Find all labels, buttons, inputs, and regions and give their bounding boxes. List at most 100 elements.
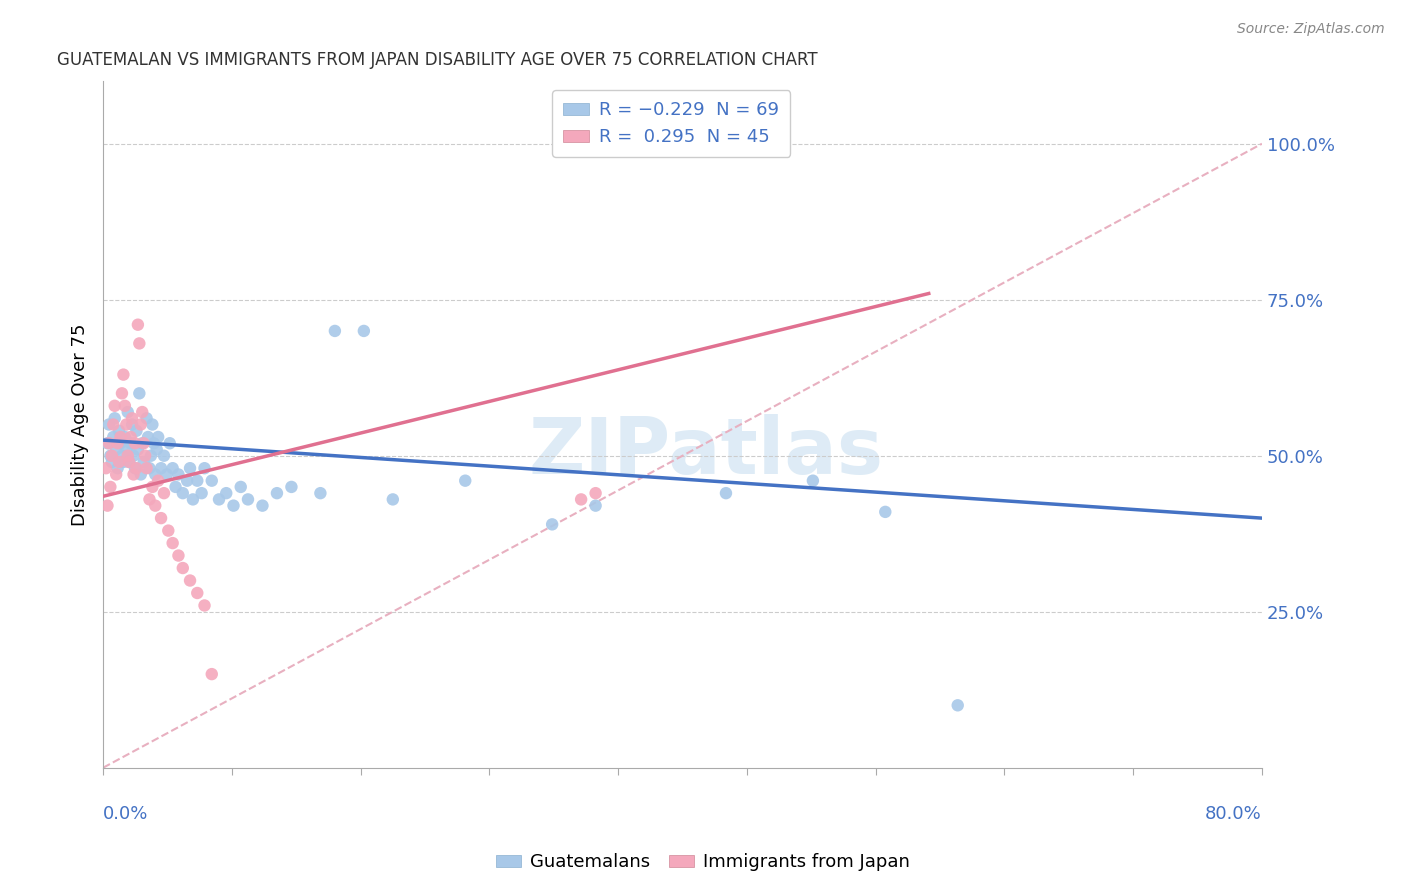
Point: [118, 455, 141, 469]
Point: [190, 486, 212, 500]
Point: [541, 517, 564, 532]
Point: [96, 436, 118, 450]
Point: [193, 461, 215, 475]
Legend: R = −0.229  N = 69, R =  0.295  N = 45: R = −0.229 N = 69, R = 0.295 N = 45: [553, 90, 790, 157]
Point: [114, 399, 136, 413]
Point: [112, 368, 135, 382]
Point: [215, 486, 238, 500]
Point: [801, 474, 824, 488]
Point: [121, 417, 143, 432]
Point: [159, 436, 181, 450]
Point: [97, 436, 120, 450]
Point: [100, 449, 122, 463]
Point: [111, 386, 134, 401]
Text: GUATEMALAN VS IMMIGRANTS FROM JAPAN DISABILITY AGE OVER 75 CORRELATION CHART: GUATEMALAN VS IMMIGRANTS FROM JAPAN DISA…: [56, 51, 817, 69]
Point: [134, 449, 156, 463]
Point: [111, 449, 134, 463]
Point: [122, 449, 145, 463]
Point: [128, 336, 150, 351]
Point: [131, 405, 153, 419]
Point: [135, 411, 157, 425]
Point: [110, 430, 132, 444]
Point: [162, 536, 184, 550]
Point: [129, 417, 152, 432]
Point: [143, 467, 166, 482]
Point: [115, 442, 138, 457]
Point: [585, 499, 607, 513]
Point: [229, 480, 252, 494]
Point: [146, 430, 169, 444]
Point: [97, 417, 120, 432]
Point: [100, 480, 122, 494]
Point: [172, 486, 194, 500]
Point: [132, 436, 155, 450]
Point: [108, 424, 131, 438]
Point: [112, 455, 135, 469]
Point: [179, 461, 201, 475]
Point: [353, 324, 375, 338]
Point: [153, 486, 176, 500]
Text: Source: ZipAtlas.com: Source: ZipAtlas.com: [1237, 22, 1385, 37]
Point: [153, 449, 176, 463]
Point: [252, 499, 274, 513]
Point: [193, 599, 215, 613]
Point: [186, 474, 208, 488]
Point: [186, 586, 208, 600]
Point: [585, 486, 607, 500]
Point: [280, 480, 302, 494]
Point: [124, 461, 146, 475]
Point: [454, 474, 477, 488]
Point: [117, 449, 139, 463]
Point: [117, 405, 139, 419]
Text: 80.0%: 80.0%: [1205, 805, 1263, 823]
Point: [127, 442, 149, 457]
Point: [103, 417, 125, 432]
Point: [236, 492, 259, 507]
Point: [132, 455, 155, 469]
Point: [157, 524, 180, 538]
Point: [101, 455, 124, 469]
Point: [309, 486, 332, 500]
Point: [176, 474, 198, 488]
Point: [129, 467, 152, 482]
Point: [96, 499, 118, 513]
Point: [266, 486, 288, 500]
Point: [136, 430, 159, 444]
Point: [165, 480, 187, 494]
Legend: Guatemalans, Immigrants from Japan: Guatemalans, Immigrants from Japan: [489, 847, 917, 879]
Point: [135, 461, 157, 475]
Point: [124, 436, 146, 450]
Point: [139, 449, 162, 463]
Point: [323, 324, 346, 338]
Point: [128, 386, 150, 401]
Point: [142, 436, 165, 450]
Point: [104, 399, 127, 413]
Point: [122, 467, 145, 482]
Point: [946, 698, 969, 713]
Point: [201, 474, 224, 488]
Point: [110, 436, 132, 450]
Y-axis label: Disability Age Over 75: Disability Age Over 75: [72, 323, 89, 525]
Point: [107, 461, 129, 475]
Point: [167, 549, 190, 563]
Point: [120, 430, 142, 444]
Point: [114, 430, 136, 444]
Point: [101, 449, 124, 463]
Point: [105, 442, 128, 457]
Point: [179, 574, 201, 588]
Point: [103, 430, 125, 444]
Text: 0.0%: 0.0%: [103, 805, 149, 823]
Point: [381, 492, 404, 507]
Point: [125, 424, 148, 438]
Point: [125, 461, 148, 475]
Point: [138, 492, 160, 507]
Point: [131, 436, 153, 450]
Point: [115, 417, 138, 432]
Point: [162, 461, 184, 475]
Point: [108, 455, 131, 469]
Point: [875, 505, 897, 519]
Point: [141, 417, 163, 432]
Point: [121, 411, 143, 425]
Point: [141, 480, 163, 494]
Point: [222, 499, 245, 513]
